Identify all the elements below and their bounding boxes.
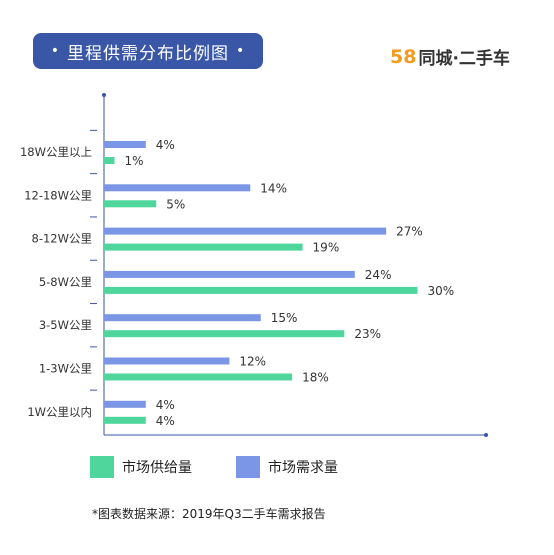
category-label: 8-12W公里 (32, 232, 92, 246)
demand-value-label: 4% (156, 138, 175, 152)
demand-bar (104, 314, 261, 322)
supply-value-label: 30% (428, 284, 455, 298)
title-dot-left: • (50, 43, 60, 59)
category-label: 5-8W公里 (39, 275, 92, 289)
supply-bar (104, 416, 146, 424)
supply-value-label: 23% (354, 327, 381, 341)
demand-bar (104, 227, 387, 235)
brand-logo-text: 同城·二手车 (418, 49, 510, 69)
supply-value-label: 1% (124, 154, 143, 168)
demand-bar (104, 141, 146, 148)
supply-bar (104, 330, 345, 338)
brand-logo-number: 58 (390, 45, 417, 68)
legend-label-demand: 市场需求量 (268, 460, 338, 476)
supply-value-label: 18% (302, 371, 329, 385)
legend-swatch-demand (236, 456, 260, 478)
category-label: 18W公里以上 (20, 145, 92, 159)
supply-value-label: 5% (166, 197, 185, 211)
bar-chart: 18W公里以上 4% 1% 12-18W公里 14% 5% 8-12W公里 27% 19% 5-8… (20, 93, 488, 437)
demand-value-label: 4% (156, 398, 175, 412)
supply-bar (104, 157, 115, 164)
supply-bar (104, 243, 303, 251)
source-note: *图表数据来源：2019年Q3二手车需求报告 (92, 507, 326, 521)
demand-value-label: 15% (271, 311, 298, 325)
x-axis-end-dot (484, 433, 488, 437)
category-label: 1-3W公里 (39, 362, 92, 376)
demand-bar (104, 270, 355, 278)
category-label: 12-18W公里 (24, 188, 92, 202)
category-label: 1W公里以内 (27, 405, 92, 419)
demand-bar (104, 184, 251, 192)
legend-label-supply: 市场供给量 (122, 460, 192, 476)
legend-item-supply: 市场供给量 (90, 456, 192, 478)
demand-value-label: 14% (260, 181, 287, 195)
legend-swatch-supply (90, 456, 114, 478)
chart-title: 里程供需分布比例图 (67, 43, 229, 64)
demand-value-label: 27% (396, 225, 423, 239)
demand-value-label: 24% (365, 268, 392, 282)
demand-bar (104, 400, 146, 408)
title-dot-right: • (236, 43, 246, 59)
supply-bar (104, 373, 293, 381)
supply-bar (104, 200, 157, 208)
chart-title-banner: • 里程供需分布比例图 • (33, 33, 263, 69)
supply-bar (104, 286, 418, 294)
brand-logo: 58 同城·二手车 (390, 44, 510, 70)
category-label: 3-5W公里 (39, 318, 92, 332)
legend-item-demand: 市场需求量 (236, 456, 338, 478)
demand-value-label: 12% (239, 355, 266, 369)
supply-value-label: 19% (313, 241, 340, 255)
y-axis-end-dot (102, 93, 106, 97)
supply-value-label: 4% (156, 414, 175, 428)
demand-bar (104, 357, 230, 365)
